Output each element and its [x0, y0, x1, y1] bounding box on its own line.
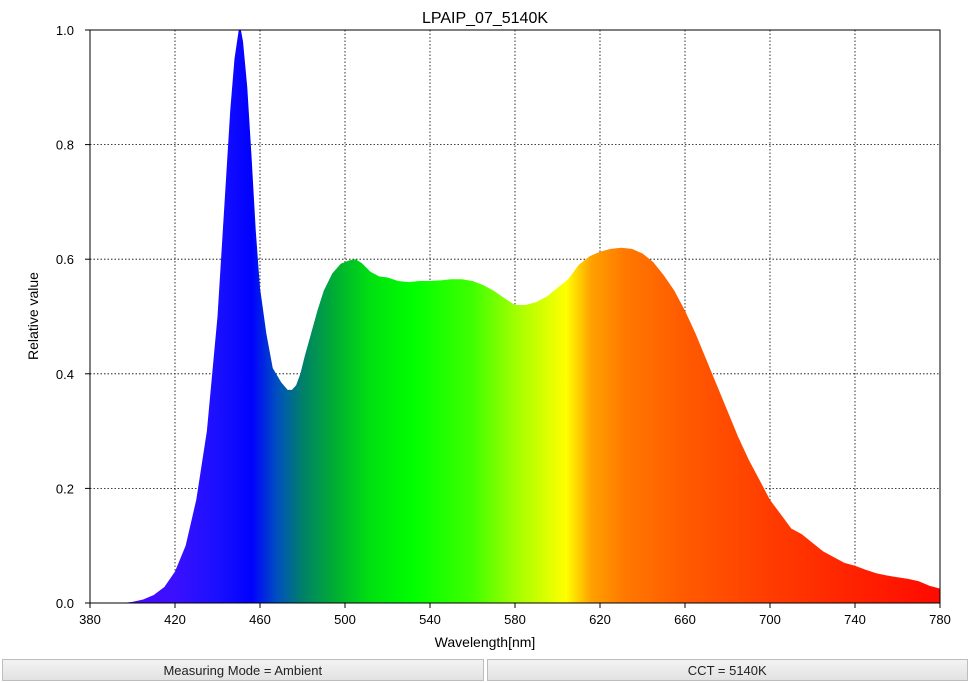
- x-tick-label: 700: [759, 612, 781, 627]
- measuring-mode-field: Measuring Mode = Ambient: [2, 659, 484, 681]
- y-axis-title: Relative value: [25, 272, 41, 360]
- status-bar: Measuring Mode = Ambient CCT = 5140K: [0, 657, 970, 683]
- spectrum-chart: 380 420 460 500 540 580 620 660 700 740 780 0.0 0.2…: [25, 10, 951, 650]
- cct-field: CCT = 5140K: [486, 659, 968, 681]
- y-axis-ticks: 0.0 0.2 0.4 0.6 0.8 1.0: [56, 23, 90, 611]
- x-tick-label: 780: [929, 612, 951, 627]
- x-tick-label: 540: [419, 612, 441, 627]
- x-tick-label: 740: [844, 612, 866, 627]
- spectrum-area: [90, 30, 940, 603]
- chart-title: LPAIP_07_5140K: [422, 10, 548, 27]
- x-axis-ticks: 380 420 460 500 540 580 620 660 700 740 780: [79, 603, 951, 627]
- x-tick-label: 580: [504, 612, 526, 627]
- y-tick-label: 0.8: [56, 138, 74, 153]
- x-tick-label: 460: [249, 612, 271, 627]
- x-tick-label: 660: [674, 612, 696, 627]
- y-tick-label: 0.6: [56, 252, 74, 267]
- y-tick-label: 0.4: [56, 367, 74, 382]
- x-tick-label: 500: [334, 612, 356, 627]
- y-tick-label: 0.2: [56, 481, 74, 496]
- y-tick-label: 0.0: [56, 596, 74, 611]
- x-tick-label: 380: [79, 612, 101, 627]
- x-tick-label: 420: [164, 612, 186, 627]
- x-axis-title: Wavelength[nm]: [435, 634, 536, 650]
- y-tick-label: 1.0: [56, 23, 74, 38]
- x-tick-label: 620: [589, 612, 611, 627]
